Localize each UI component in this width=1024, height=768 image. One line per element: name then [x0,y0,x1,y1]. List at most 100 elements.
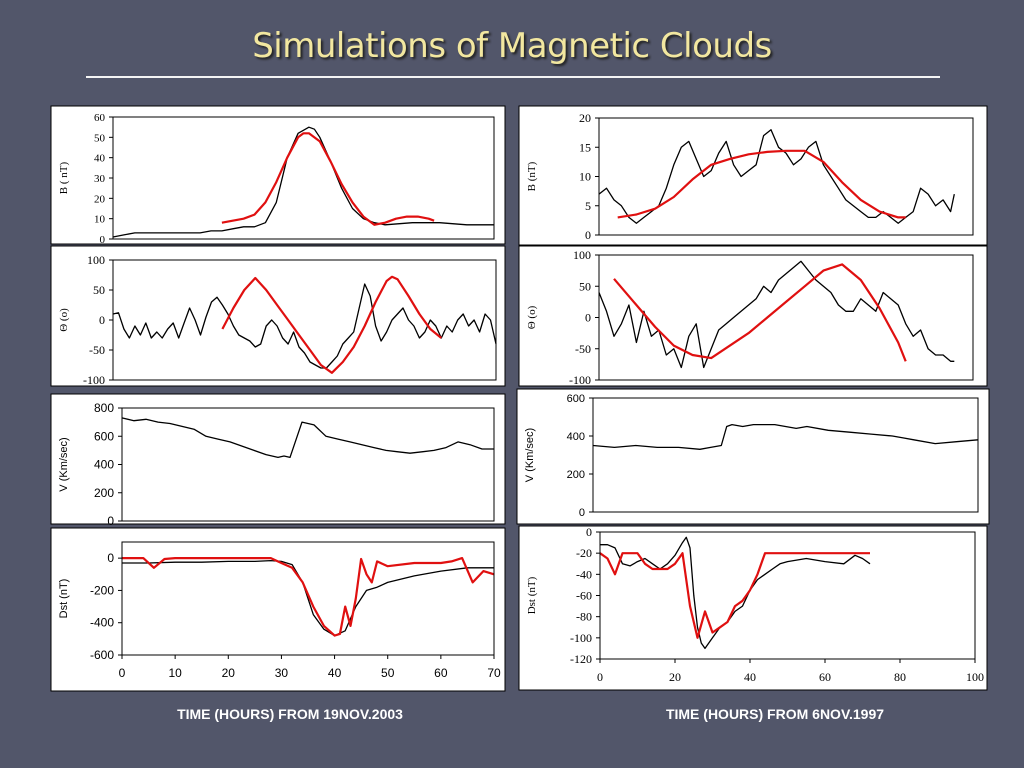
observed-series-line [122,559,494,637]
model-series-line [617,149,906,219]
y-tick-label: -50 [575,342,591,356]
x-tick-label: 20 [222,666,236,680]
y-tick-label: -100 [83,373,105,387]
y-tick-label: 0 [585,228,591,242]
x-tick-label: 0 [119,666,126,680]
y-axis-label: Θ (o) [58,308,70,332]
y-tick-label: 0 [99,313,105,327]
y-tick-label: -400 [90,616,114,630]
y-tick-label: 5 [585,199,591,213]
x-tick-label: 50 [381,666,395,680]
y-tick-label: 0 [579,507,585,519]
x-tick-label: 10 [168,666,182,680]
plot-frame [599,531,976,660]
y-tick-label: -120 [570,652,592,666]
chart-panel-left-4: -600 -400 -200 0 0 10 20 30 40 50 60 70 Dst (nT) [50,527,506,692]
model-series-line [221,275,442,374]
y-tick-label: -50 [89,343,105,357]
y-tick-label: 400 [567,431,585,443]
y-tick-label: 0 [586,525,592,539]
y-axis-label: Θ (o) [526,305,538,329]
y-tick-label: 15 [579,140,591,154]
chart-panel-left-2: -100 -50 0 50 100 Θ (o) [50,245,506,387]
plot-frame [598,254,974,381]
plot-frame [112,116,495,240]
y-tick-label: 0 [100,234,106,246]
model-series-line [221,132,435,226]
y-tick-label: 0 [107,551,114,565]
observed-series-line [592,423,979,450]
model-series-line [613,263,907,362]
chart-panel-left-3: 0 200 400 600 800 V (Km/sec) [50,393,506,528]
y-tick-label: -100 [570,631,592,645]
x-tick-label: 0 [597,670,603,684]
x-tick-label: 100 [966,670,984,684]
y-axis-label: Dst (nT) [58,579,70,619]
y-tick-label: 0 [107,514,114,528]
plot-frame [592,397,979,513]
panel-background [516,388,990,525]
y-tick-label: -60 [576,589,592,603]
x-tick-label: 30 [275,666,289,680]
y-tick-label: 200 [567,469,585,481]
y-tick-label: 800 [94,401,114,415]
y-tick-label: 600 [94,429,114,443]
panel-background [50,393,506,525]
y-tick-label: -600 [90,648,114,662]
y-tick-label: 50 [579,279,591,293]
model-series-line [599,552,870,639]
model-series-line [122,556,495,637]
y-tick-label: -200 [90,583,114,597]
x-tick-label: 40 [328,666,342,680]
y-tick-label: 0 [585,311,591,325]
panel-background [50,245,506,387]
y-tick-label: 200 [94,486,114,500]
observed-series-line [112,126,494,238]
y-tick-label: 600 [567,393,585,405]
plot-frame [121,407,495,522]
y-axis-label: V (Km/sec) [524,428,536,482]
y-tick-label: 20 [579,111,591,125]
y-tick-label: 50 [93,283,105,297]
panel-background [50,527,506,692]
panel-background [518,105,988,246]
y-tick-label: 40 [94,153,106,165]
y-axis-label: B ( nT) [58,161,70,194]
x-tick-label: 20 [669,670,681,684]
observed-series-line [121,417,494,459]
chart-panel-right-3: 0 200 400 600 V (Km/sec) [516,388,990,525]
y-tick-label: 10 [94,214,106,226]
y-tick-label: 30 [94,173,106,185]
plot-frame [112,259,497,381]
y-axis-label: B (nT) [526,161,538,191]
right-time-axis-caption: TIME (HOURS) FROM 6NOV.1997 [665,706,885,722]
y-axis-label: V (Km/sec) [58,437,70,491]
chart-panel-right-4: -120 -100 -80 -60 -40 -20 0 0 20 40 60 80 100 Dst (nT… [518,525,988,691]
y-tick-label: 60 [94,112,106,124]
x-tick-label: 60 [819,670,831,684]
slide-title: Simulations of Magnetic Clouds [252,26,772,66]
x-tick-label: 70 [487,666,501,680]
y-tick-label: -40 [576,567,592,581]
y-tick-label: -20 [576,546,592,560]
panel-background [518,245,988,387]
y-tick-label: 50 [94,132,106,144]
plot-frame [121,541,495,656]
observed-series-line [112,283,497,369]
left-time-axis-caption: TIME (HOURS) FROM 19NOV.2003 [177,706,403,722]
title-divider [86,76,940,78]
plot-frame [598,117,974,236]
y-tick-label: -80 [576,610,592,624]
x-tick-label: 80 [894,670,906,684]
x-tick-label: 60 [434,666,448,680]
y-tick-label: 20 [94,193,106,205]
chart-panel-right-2: -100 -50 0 50 100 Θ (o) [518,245,988,387]
y-tick-label: 400 [94,458,114,472]
y-tick-label: 100 [573,248,591,262]
y-tick-label: 10 [579,170,591,184]
chart-panel-right-1: 0 5 10 15 20 B (nT) [518,105,988,246]
panel-background [50,105,506,245]
y-axis-label: Dst (nT) [526,576,538,614]
y-tick-label: 100 [87,253,105,267]
x-tick-label: 40 [744,670,756,684]
